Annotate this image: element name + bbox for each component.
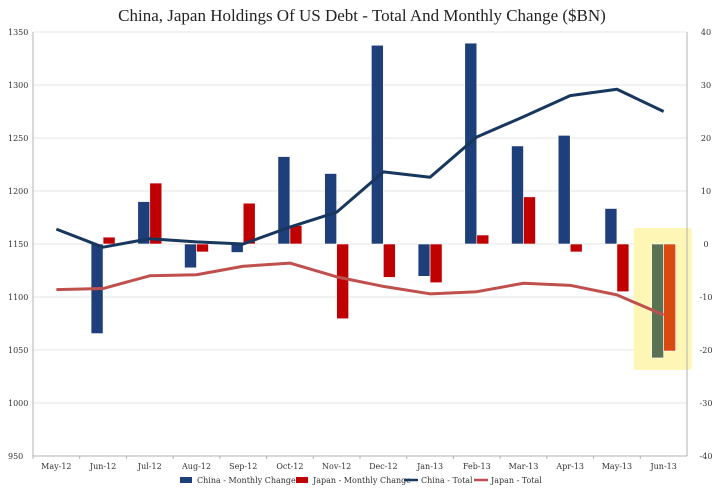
x-axis-tick-label: Aug-12 [181, 462, 211, 471]
x-axis-tick-label: Mar-13 [509, 462, 539, 471]
bar-japan-monthly-change-Aug-12 [196, 243, 209, 253]
line-layer [55, 87, 665, 317]
line-japan-total [56, 261, 665, 317]
bar-japan-monthly-change-Jan-13 [429, 243, 443, 283]
bar-china-monthly-change-Mar-13 [511, 145, 524, 245]
line-china-total [55, 87, 665, 249]
left-axis-tick-label: 1000 [8, 399, 28, 408]
left-axis-tick-label: 1300 [8, 81, 28, 90]
x-axis-tick-label: Oct-12 [276, 462, 303, 471]
bar-japan-monthly-change-Sep-12 [242, 202, 256, 245]
bar-china-monthly-change-Aug-12 [184, 243, 197, 269]
x-axis-tick-label: May-13 [602, 462, 632, 471]
bar-china-monthly-change-Dec-12 [371, 44, 384, 245]
x-axis-tick-label: Feb-13 [463, 462, 491, 471]
legend: China - Monthly Change Japan - Monthly Ch… [180, 476, 542, 485]
legend-label: China - Total [421, 476, 473, 485]
left-axis-tick-label: 1150 [8, 240, 28, 249]
legend-label: China - Monthly Change [197, 476, 296, 485]
bar-china-monthly-change-Oct-12 [277, 156, 291, 245]
bar-japan-monthly-change-Jun-12 [102, 236, 116, 245]
legend-swatch [296, 477, 308, 483]
legend-label: Japan - Total [490, 476, 542, 485]
x-axis-tick-label: Jan-13 [416, 462, 443, 471]
x-axis-tick-label: Jun-12 [89, 462, 116, 471]
bar-china-monthly-change-Apr-13 [557, 135, 571, 245]
grid-layer [33, 31, 687, 457]
x-axis-tick-label: Jun-13 [649, 462, 676, 471]
chart-title: China, Japan Holdings Of US Debt - Total… [118, 6, 606, 25]
right-axis-tick-label: -30 [700, 399, 713, 408]
right-axis-tick-label: -10 [700, 293, 713, 302]
bar-china-monthly-change-Nov-12 [324, 173, 337, 245]
left-axis-tick-label: 1100 [8, 293, 28, 302]
bar-japan-monthly-change-Mar-13 [523, 196, 536, 245]
bar-japan-monthly-change-Feb-13 [476, 234, 490, 245]
left-axis-tick-label: 1200 [8, 187, 28, 196]
right-axis-tick-label: -40 [700, 452, 713, 461]
right-axis-tick-label: 40 [701, 28, 711, 37]
x-axis-tick-label: Apr-13 [555, 462, 584, 471]
bar-japan-monthly-change-Jul-12 [149, 182, 163, 245]
axis-layer: 950 1000 1050 1100 1150 1200 1250 1300 1350 -40 -3… [8, 28, 712, 471]
left-axis-tick-label: 1350 [8, 28, 28, 37]
x-axis-tick-label: Sep-12 [229, 462, 257, 471]
right-axis-tick-label: 0 [703, 240, 708, 249]
right-axis-tick-label: 10 [701, 187, 711, 196]
right-axis-tick-label: -20 [700, 346, 713, 355]
x-axis-tick-label: Jul-12 [137, 462, 162, 471]
left-axis-tick-label: 950 [8, 452, 23, 461]
right-axis-tick-label: 30 [701, 81, 711, 90]
bar-china-monthly-change-Jan-13 [417, 243, 431, 277]
bar-japan-monthly-change-Nov-12 [336, 243, 349, 320]
x-axis-tick-label: Nov-12 [322, 462, 351, 471]
bar-japan-monthly-change-Apr-13 [569, 243, 583, 253]
bar-layer [90, 42, 676, 359]
bar-japan-monthly-change-Oct-12 [289, 225, 303, 245]
bar-japan-monthly-change-May-13 [616, 243, 630, 293]
x-axis-tick-label: Dec-12 [369, 462, 398, 471]
legend-swatch [180, 477, 192, 483]
bar-japan-monthly-change-Jun-13 [663, 243, 676, 352]
legend-label: Japan - Monthly Change [312, 476, 411, 485]
bar-china-monthly-change-Jun-13 [651, 243, 664, 359]
left-axis-tick-label: 1050 [8, 346, 28, 355]
x-axis-tick-label: May-12 [41, 462, 71, 471]
bar-japan-monthly-change-Dec-12 [383, 243, 396, 278]
left-axis-tick-label: 1250 [8, 134, 28, 143]
right-axis-tick-label: 20 [701, 134, 711, 143]
bar-china-monthly-change-May-13 [604, 208, 618, 245]
